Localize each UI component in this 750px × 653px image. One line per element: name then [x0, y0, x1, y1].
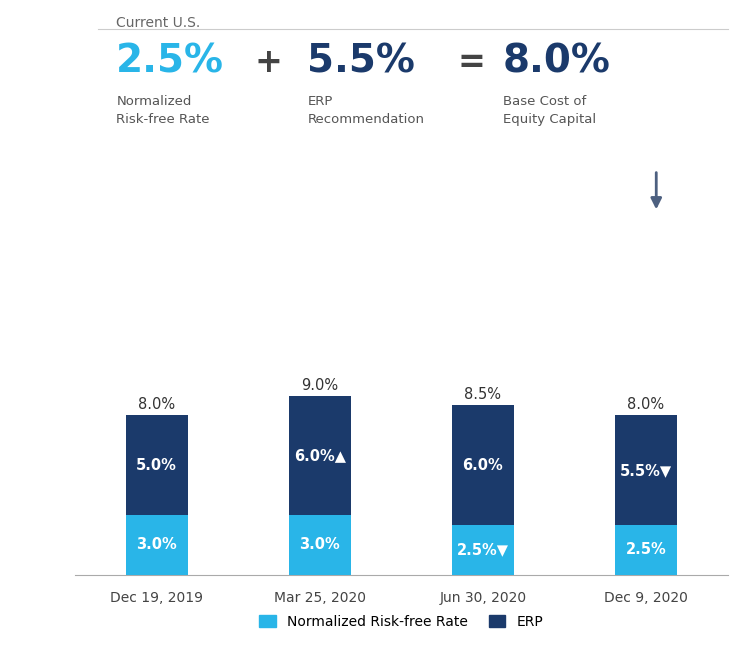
Text: +: +: [255, 46, 283, 79]
Text: ERP
Recommendation: ERP Recommendation: [308, 95, 424, 125]
Text: 8.0%: 8.0%: [138, 398, 175, 413]
Bar: [615, 525, 677, 575]
Text: 8.0%: 8.0%: [503, 42, 610, 80]
Text: 6.0%▲: 6.0%▲: [294, 448, 346, 463]
Text: 3.0%: 3.0%: [136, 537, 177, 552]
Text: Current U.S.: Current U.S.: [116, 16, 200, 30]
Bar: [452, 406, 514, 525]
Text: 8.5%: 8.5%: [464, 387, 501, 402]
Text: 2.5%▼: 2.5%▼: [457, 542, 509, 557]
Text: 5.5%: 5.5%: [308, 42, 416, 80]
Text: 6.0%: 6.0%: [463, 458, 503, 473]
Text: =: =: [458, 46, 485, 79]
Text: Base Cost of
Equity Capital: Base Cost of Equity Capital: [503, 95, 596, 125]
Bar: [125, 515, 188, 575]
Bar: [289, 515, 351, 575]
Text: 3.0%: 3.0%: [299, 537, 340, 552]
Bar: [452, 525, 514, 575]
Text: 2.5%: 2.5%: [626, 542, 666, 557]
Text: 5.0%: 5.0%: [136, 458, 177, 473]
Text: 9.0%: 9.0%: [301, 377, 338, 392]
Text: 5.5%▼: 5.5%▼: [620, 463, 672, 477]
Legend: Normalized Risk-free Rate, ERP: Normalized Risk-free Rate, ERP: [254, 609, 549, 635]
Bar: [615, 415, 677, 525]
Text: 8.0%: 8.0%: [627, 398, 664, 413]
Text: 2.5%: 2.5%: [116, 42, 224, 80]
Bar: [125, 415, 188, 515]
Bar: [289, 396, 351, 515]
Text: Normalized
Risk-free Rate: Normalized Risk-free Rate: [116, 95, 210, 125]
